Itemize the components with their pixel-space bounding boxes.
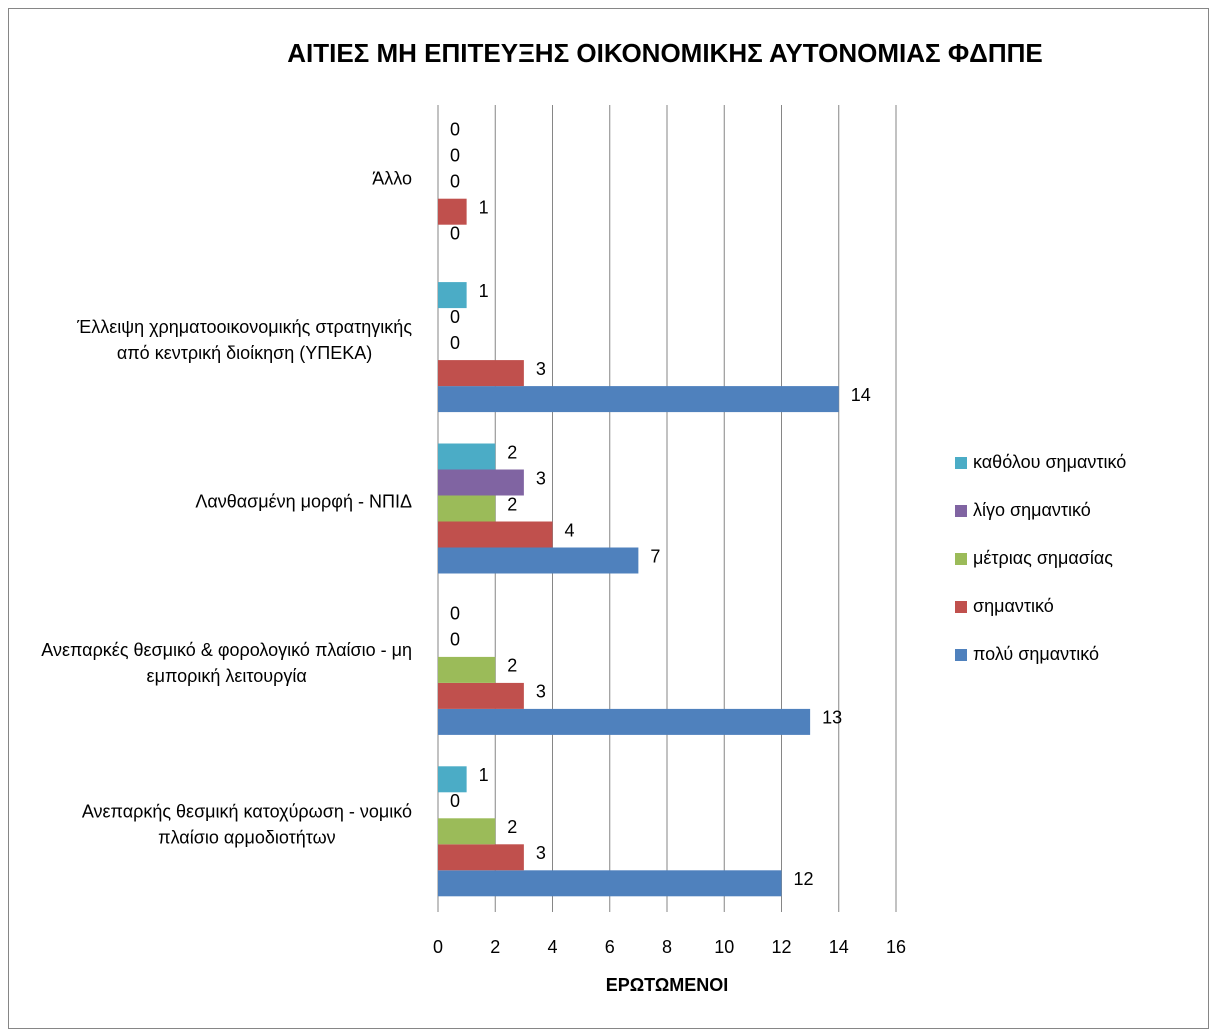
legend-swatch bbox=[955, 601, 967, 613]
x-tick-label: 4 bbox=[547, 937, 557, 957]
x-tick-label: 6 bbox=[605, 937, 615, 957]
bar bbox=[438, 547, 639, 574]
bar bbox=[438, 708, 811, 735]
bar bbox=[438, 656, 496, 683]
x-tick-label: 0 bbox=[433, 937, 443, 957]
y-tick-label: Άλλο bbox=[372, 168, 412, 188]
bar bbox=[438, 469, 524, 496]
value-label: 0 bbox=[450, 171, 460, 191]
bar bbox=[438, 818, 496, 845]
value-label: 0 bbox=[450, 333, 460, 353]
value-label: 14 bbox=[851, 385, 871, 405]
value-label: 2 bbox=[507, 656, 517, 676]
legend-label: μέτριας σημασίας bbox=[973, 548, 1113, 568]
x-tick-label: 16 bbox=[886, 937, 906, 957]
value-label: 7 bbox=[650, 546, 660, 566]
bar bbox=[438, 360, 524, 387]
value-label: 0 bbox=[450, 604, 460, 624]
value-label: 3 bbox=[536, 468, 546, 488]
value-label: 4 bbox=[565, 520, 575, 540]
legend-swatch bbox=[955, 457, 967, 469]
bar bbox=[438, 844, 524, 871]
value-label: 3 bbox=[536, 359, 546, 379]
bar bbox=[438, 521, 553, 548]
value-label: 13 bbox=[822, 708, 842, 728]
value-label: 1 bbox=[479, 197, 489, 217]
value-label: 0 bbox=[450, 119, 460, 139]
value-label: 1 bbox=[479, 281, 489, 301]
x-tick-label: 14 bbox=[829, 937, 849, 957]
bar bbox=[438, 870, 782, 897]
value-label: 3 bbox=[536, 682, 546, 702]
y-tick-label: Ανεπαρκής θεσμική κατοχύρωση - νομικό πλα… bbox=[82, 801, 412, 847]
chart-frame bbox=[8, 8, 1209, 1029]
value-label: 0 bbox=[450, 791, 460, 811]
value-label: 2 bbox=[507, 442, 517, 462]
x-axis-title: ΕΡΩΤΩΜΕΝΟΙ bbox=[606, 975, 729, 995]
bar bbox=[438, 443, 496, 470]
bar bbox=[438, 386, 839, 413]
value-label: 1 bbox=[479, 765, 489, 785]
x-tick-label: 2 bbox=[490, 937, 500, 957]
legend-label: πολύ σημαντικό bbox=[973, 644, 1099, 664]
value-label: 0 bbox=[450, 307, 460, 327]
x-tick-label: 12 bbox=[771, 937, 791, 957]
value-label: 0 bbox=[450, 630, 460, 650]
bar bbox=[438, 682, 524, 709]
value-label: 0 bbox=[450, 145, 460, 165]
x-tick-label: 8 bbox=[662, 937, 672, 957]
x-tick-label: 10 bbox=[714, 937, 734, 957]
legend-swatch bbox=[955, 649, 967, 661]
value-label: 0 bbox=[450, 223, 460, 243]
legend-swatch bbox=[955, 553, 967, 565]
legend-label: σημαντικό bbox=[973, 596, 1054, 616]
legend-swatch bbox=[955, 505, 967, 517]
value-label: 2 bbox=[507, 494, 517, 514]
value-label: 3 bbox=[536, 843, 546, 863]
bar bbox=[438, 495, 496, 522]
bar bbox=[438, 766, 467, 793]
chart-title: ΑΙΤΙΕΣ ΜΗ ΕΠΙΤΕΥΞΗΣ ΟΙΚΟΝΟΜΙΚΗΣ ΑΥΤΟΝΟΜΙ… bbox=[287, 38, 1043, 68]
value-label: 12 bbox=[794, 869, 814, 889]
legend-label: λίγο σημαντικό bbox=[973, 500, 1091, 520]
legend-label: καθόλου σημαντικό bbox=[973, 452, 1126, 472]
y-tick-label: Λανθασμένη μορφή - ΝΠΙΔ bbox=[195, 491, 412, 511]
bar bbox=[438, 198, 467, 225]
bar bbox=[438, 282, 467, 309]
y-tick-label: Έλλειψη χρηματοοικονομικής στρατηγικής απ… bbox=[76, 317, 412, 363]
value-label: 2 bbox=[507, 817, 517, 837]
y-tick-label: Ανεπαρκές θεσμικό & φορολογικό πλαίσιο -… bbox=[41, 640, 412, 686]
